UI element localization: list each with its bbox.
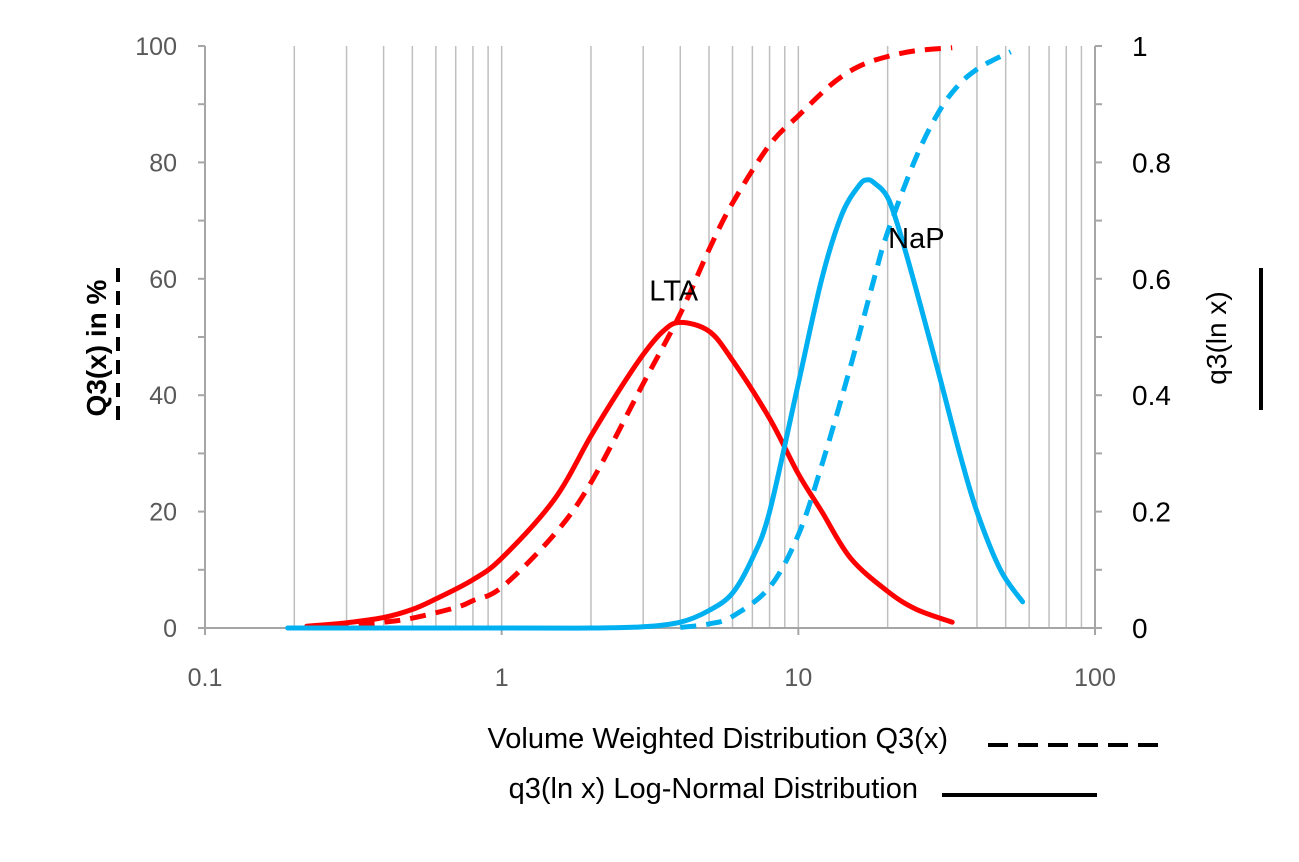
- y-left-tick-label: 60: [149, 266, 177, 294]
- legend-dashed-label: Volume Weighted Distribution Q3(x): [488, 723, 948, 755]
- x-tick-label: 1: [495, 664, 509, 692]
- legend-solid-label: q3(ln x) Log-Normal Distribution: [509, 773, 918, 805]
- series-lta-q3-density-line: [304, 319, 955, 629]
- series-label-nap: NaP: [888, 223, 944, 255]
- y-right-tick-label: 0.4: [1132, 380, 1171, 411]
- grid-lines: [293, 46, 1083, 628]
- series-nap-q3-density-line: [285, 177, 1026, 631]
- x-tick-label: 10: [784, 664, 812, 692]
- x-tick-label: 100: [1074, 664, 1116, 692]
- y-left-tick-label: 40: [149, 382, 177, 410]
- series-lines: [285, 45, 1026, 631]
- y-left-tick-label: 80: [149, 149, 177, 177]
- axes: [198, 45, 1102, 635]
- y-left-axis-title: Q3(x) in %: [81, 279, 112, 416]
- y-right-tick-label: 1: [1132, 31, 1148, 62]
- series-label-lta: LTA: [649, 275, 699, 307]
- y-right-tick-label: 0.6: [1132, 264, 1171, 295]
- tick-labels: 0 20 40 60 80 100 0 0.2 0.4 0.6 0.8 1 0.1 1 10 100: [135, 31, 1171, 692]
- y-left-tick-label: 100: [135, 33, 177, 61]
- series-lta-q3-cumulative-line: [306, 45, 953, 630]
- x-tick-label: 0.1: [188, 664, 223, 692]
- series-annotations: LTA NaP: [649, 223, 944, 307]
- y-left-tick-label: 20: [149, 499, 177, 527]
- y-left-tick-label: 0: [163, 615, 177, 643]
- y-right-tick-label: 0.2: [1132, 497, 1171, 528]
- y-right-tick-label: 0: [1132, 613, 1148, 644]
- y-right-tick-label: 0.8: [1132, 147, 1171, 178]
- y-right-axis-title: q3(ln x): [1201, 291, 1232, 384]
- series-nap-q3-cumulative-line: [679, 49, 1012, 630]
